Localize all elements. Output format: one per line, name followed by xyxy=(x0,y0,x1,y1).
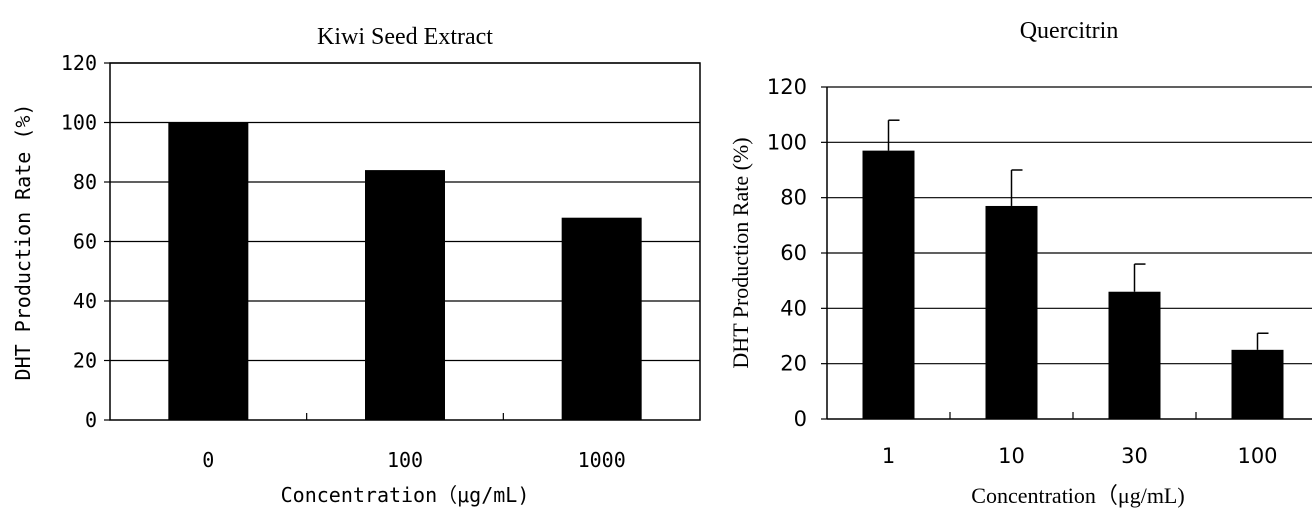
x-axis-label: Concentration（μg/mL) xyxy=(281,483,530,507)
y-tick-label: 20 xyxy=(780,352,807,376)
y-tick-label: 40 xyxy=(780,296,807,320)
bar-1000 xyxy=(561,217,642,420)
x-tick-label: 100 xyxy=(387,448,423,472)
y-tick-label: 120 xyxy=(61,51,97,75)
x-tick-label: 100 xyxy=(1237,444,1277,468)
y-tick-label: 0 xyxy=(85,408,97,432)
y-tick-label: 100 xyxy=(61,111,97,135)
error-bars xyxy=(887,119,1269,350)
x-tick-labels: 1 10 30 100 xyxy=(882,444,1278,468)
bars xyxy=(168,122,642,420)
y-tick-labels: 0 20 40 60 80 100 120 xyxy=(767,75,807,431)
bar-30 xyxy=(1108,291,1161,419)
x-tick-labels: 0 100 1000 xyxy=(202,448,625,472)
x-tick-label: 1000 xyxy=(578,448,626,472)
y-tick-label: 100 xyxy=(767,130,807,154)
y-tick-label: 60 xyxy=(780,241,807,265)
x-tick-label: 10 xyxy=(998,444,1025,468)
bar-1 xyxy=(862,150,915,419)
y-tick-label: 80 xyxy=(780,186,807,210)
chart-kiwi-seed-extract: Kiwi Seed Extract 0 20 40 60 80 100 120 0 100 10… xyxy=(11,24,701,507)
bars xyxy=(862,150,1284,419)
y-tick-label: 60 xyxy=(73,230,97,254)
bar-0 xyxy=(168,122,249,420)
chart-title: Kiwi Seed Extract xyxy=(317,24,493,50)
chart-title: Quercitrin xyxy=(1020,18,1119,44)
x-tick-label: 30 xyxy=(1121,444,1148,468)
y-axis-label: DHT Production Rate (%) xyxy=(728,137,753,368)
bar-10 xyxy=(985,205,1038,419)
bar-100 xyxy=(1231,349,1284,419)
y-tick-label: 40 xyxy=(73,289,97,313)
x-axis-label: Concentration（μg/mL) xyxy=(971,483,1184,508)
x-tick-label: 0 xyxy=(202,448,214,472)
y-tick-label: 0 xyxy=(794,407,807,431)
chart-quercitrin: Quercitrin 0 20 40 60 80 100 120 1 10 30 100 Conc… xyxy=(728,18,1312,508)
y-tick-label: 80 xyxy=(73,170,97,194)
y-tick-label: 120 xyxy=(767,75,807,99)
bar-100 xyxy=(365,170,445,420)
y-axis-label: DHT Production Rate (%) xyxy=(11,104,35,381)
x-tick-label: 1 xyxy=(882,444,895,468)
y-tick-labels: 0 20 40 60 80 100 120 xyxy=(61,51,97,432)
y-tick-label: 20 xyxy=(73,349,97,373)
